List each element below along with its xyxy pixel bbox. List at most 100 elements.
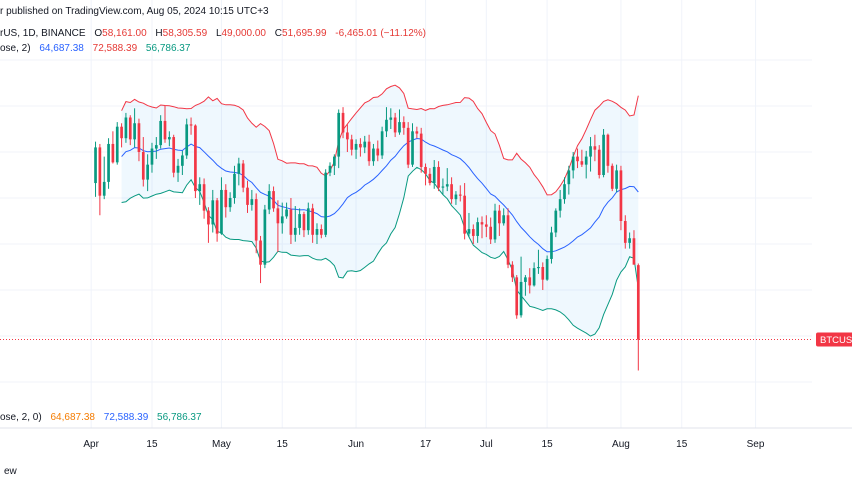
candle-body bbox=[593, 146, 597, 150]
candle-body bbox=[545, 258, 549, 280]
candle bbox=[115, 122, 119, 165]
candle-body bbox=[393, 117, 397, 133]
candle bbox=[241, 160, 245, 193]
candle-body bbox=[211, 200, 215, 225]
candle bbox=[502, 208, 506, 226]
high-value: 58,305.59 bbox=[162, 28, 208, 39]
candle-body bbox=[337, 112, 341, 157]
candle-body bbox=[454, 194, 458, 200]
candle bbox=[94, 141, 97, 197]
candle-body bbox=[458, 194, 462, 196]
candle-body bbox=[346, 132, 349, 140]
candle bbox=[541, 262, 545, 290]
candle-body bbox=[576, 156, 579, 162]
candle bbox=[285, 202, 288, 219]
candle-body bbox=[124, 117, 128, 139]
candle bbox=[567, 165, 571, 195]
candle bbox=[476, 217, 479, 243]
candle-body bbox=[120, 126, 123, 139]
candle-body bbox=[154, 145, 158, 149]
candle-body bbox=[215, 200, 219, 234]
candle-body bbox=[632, 238, 636, 265]
candle-body bbox=[602, 134, 605, 175]
candle bbox=[580, 149, 584, 167]
candle-body bbox=[385, 119, 388, 132]
candle bbox=[141, 137, 145, 187]
candle bbox=[202, 178, 206, 219]
candle-body bbox=[246, 187, 249, 205]
candle bbox=[545, 255, 549, 281]
candle bbox=[172, 134, 176, 178]
candle bbox=[519, 256, 523, 318]
open-value: 58,161.00 bbox=[102, 28, 147, 39]
candle-body bbox=[146, 164, 149, 180]
candle bbox=[537, 249, 540, 274]
candle bbox=[211, 189, 215, 233]
candle-body bbox=[285, 209, 288, 217]
candle bbox=[168, 131, 171, 147]
candle bbox=[411, 123, 414, 167]
candle-body bbox=[111, 143, 115, 163]
candle-body bbox=[237, 163, 241, 174]
candle-body bbox=[476, 222, 479, 236]
candle bbox=[306, 202, 310, 235]
candle-body bbox=[563, 184, 566, 200]
candle bbox=[315, 223, 319, 244]
candle bbox=[424, 163, 427, 186]
candle-body bbox=[606, 134, 610, 166]
candle-body bbox=[467, 229, 471, 234]
candle-body bbox=[324, 172, 328, 235]
candle-body bbox=[133, 123, 136, 140]
candle-body bbox=[558, 199, 562, 211]
candle bbox=[250, 189, 254, 211]
candle bbox=[419, 127, 423, 173]
candle-body bbox=[415, 131, 419, 134]
candle-body bbox=[567, 170, 571, 185]
candle bbox=[346, 124, 349, 152]
bb-lower-value: 56,786.37 bbox=[145, 43, 191, 54]
candle-body bbox=[437, 166, 440, 188]
candle bbox=[437, 161, 440, 192]
candle-body bbox=[519, 281, 523, 316]
candle-body bbox=[432, 166, 436, 184]
candle-body bbox=[254, 199, 258, 241]
x-tick-label: 15 bbox=[277, 439, 289, 450]
candle bbox=[628, 232, 631, 249]
candle-body bbox=[354, 143, 358, 150]
candle bbox=[111, 131, 115, 164]
candle-body bbox=[168, 137, 171, 140]
candle-body bbox=[137, 123, 141, 152]
candle bbox=[128, 115, 132, 146]
candle-body bbox=[172, 137, 176, 173]
candle-body bbox=[311, 208, 314, 235]
candle-body bbox=[128, 117, 132, 140]
candle-body bbox=[315, 229, 319, 235]
candle-body bbox=[359, 143, 362, 148]
candle-body bbox=[94, 147, 97, 184]
candle bbox=[393, 112, 397, 138]
candle bbox=[458, 185, 462, 202]
candle bbox=[215, 198, 219, 242]
candle-body bbox=[341, 112, 345, 133]
candle bbox=[124, 112, 128, 143]
candle bbox=[450, 177, 453, 204]
bollinger-legend: ose, 2) 64,687.38 72,588.39 56,786.37 bbox=[0, 43, 190, 55]
candle-body bbox=[176, 165, 180, 173]
candle bbox=[511, 261, 514, 282]
candle-body bbox=[263, 209, 267, 265]
candle-body bbox=[189, 124, 193, 126]
candle bbox=[276, 200, 280, 253]
x-tick-label: May bbox=[212, 439, 231, 450]
candle-body bbox=[402, 122, 406, 128]
candle bbox=[133, 108, 136, 148]
indicator-values-row: ose, 2, 0) 64,687.38 72,588.39 56,786.37 bbox=[0, 412, 202, 424]
candle-body bbox=[115, 126, 119, 163]
candle bbox=[259, 235, 262, 284]
candle-body bbox=[571, 156, 575, 171]
candle bbox=[515, 275, 519, 319]
candle-body bbox=[363, 141, 367, 148]
candle bbox=[480, 216, 484, 239]
candle bbox=[615, 164, 618, 193]
candle bbox=[524, 275, 527, 296]
